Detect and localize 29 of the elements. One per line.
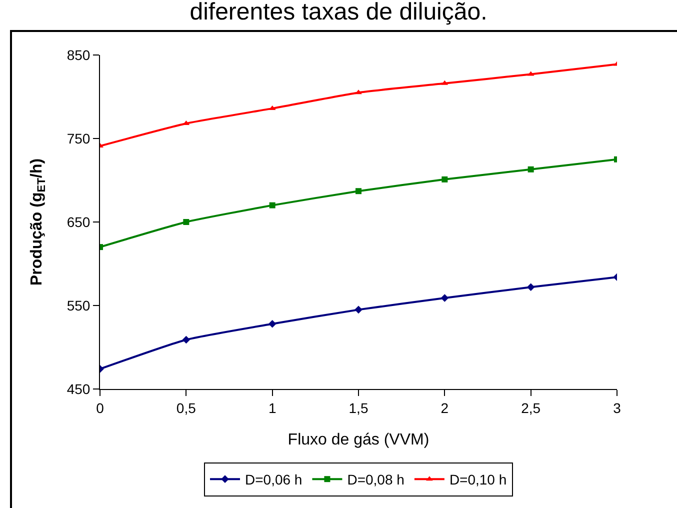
y-tick-label: 450 bbox=[66, 380, 90, 397]
legend-label: D=0,10 h bbox=[449, 472, 507, 488]
x-axis-title: Fluxo de gás (VVM) bbox=[288, 432, 430, 448]
point bbox=[442, 176, 448, 182]
x-tick-label: 2,5 bbox=[521, 400, 541, 416]
chart-title: diferentes taxas de diluição. bbox=[190, 0, 488, 26]
y-tick-label: 650 bbox=[66, 214, 90, 230]
point bbox=[269, 202, 276, 208]
x-tick-label: 1 bbox=[268, 400, 276, 416]
line-series bbox=[100, 61, 617, 148]
x-tick-label: 0,5 bbox=[176, 400, 196, 416]
point bbox=[356, 188, 362, 194]
legend-label: D=0,08 h bbox=[347, 472, 404, 488]
point bbox=[354, 306, 362, 314]
point bbox=[268, 320, 276, 328]
point bbox=[526, 283, 535, 292]
legend-label: D=0,06 h bbox=[245, 472, 302, 488]
x-tick-label: 2 bbox=[440, 400, 449, 416]
x-tick-label: 0 bbox=[96, 400, 104, 416]
y-tick-label: 750 bbox=[66, 130, 90, 146]
x-tick-label: 1,5 bbox=[348, 400, 368, 416]
point bbox=[528, 166, 534, 172]
point bbox=[182, 336, 190, 344]
y-tick-label: 550 bbox=[66, 297, 90, 314]
x-tick-label: 3 bbox=[613, 400, 622, 416]
point bbox=[355, 90, 362, 94]
point bbox=[440, 294, 449, 302]
y-tick-label: 850 bbox=[66, 46, 90, 63]
point bbox=[183, 219, 190, 225]
